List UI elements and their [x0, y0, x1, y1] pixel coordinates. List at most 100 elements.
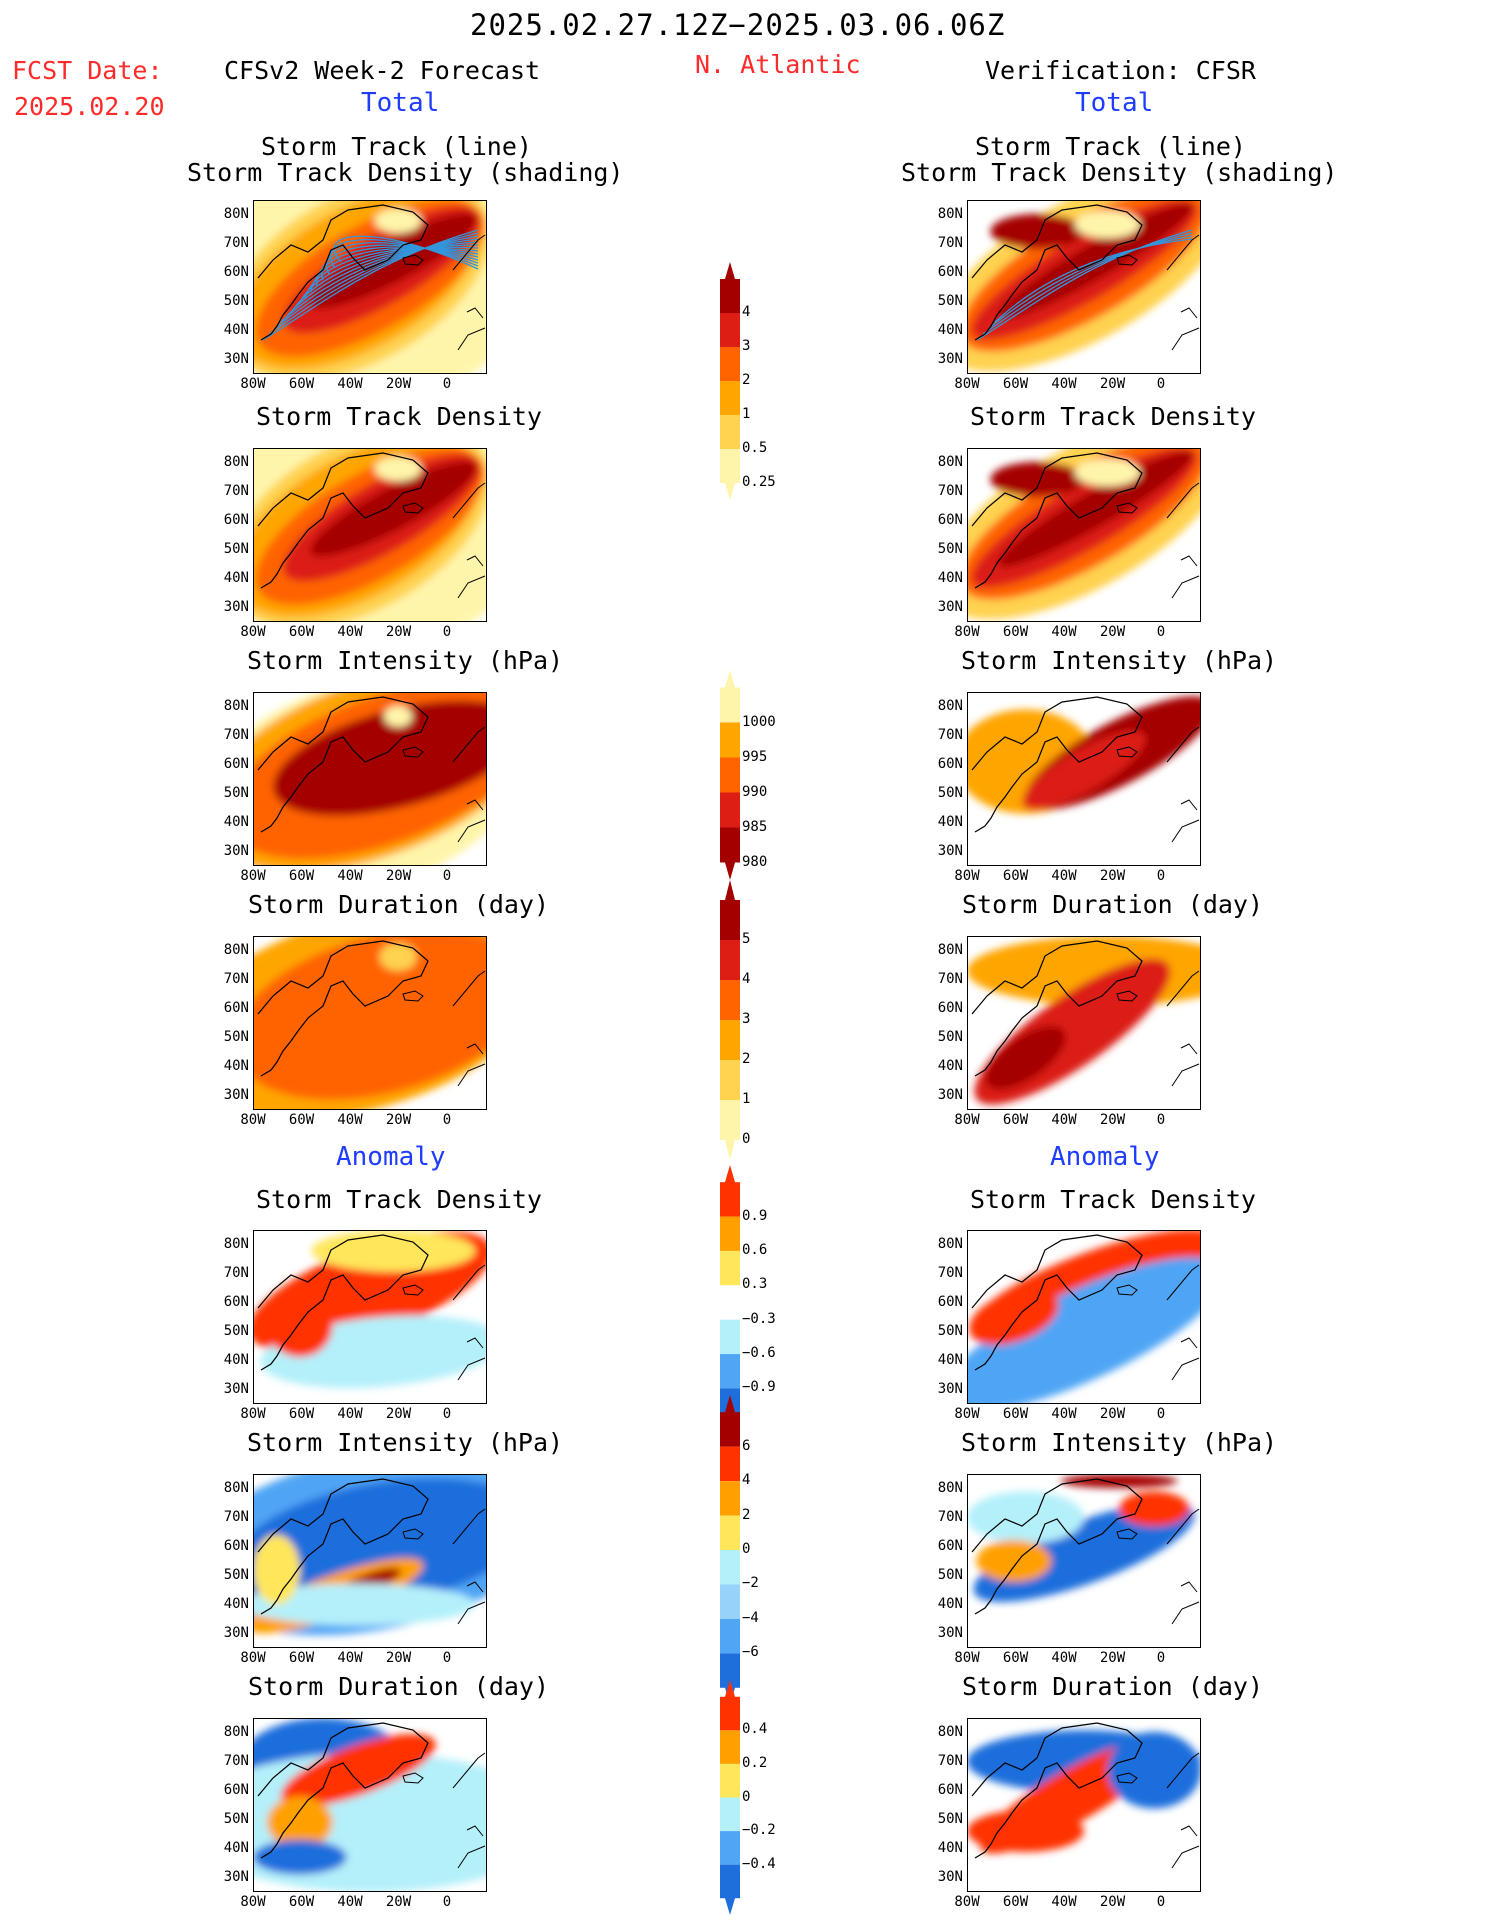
lon-tick-label: 80W: [954, 624, 980, 640]
lat-tick-label: 70N: [937, 727, 963, 743]
colorbar-tick-label: 3: [742, 1011, 751, 1027]
lon-tick-label: 20W: [385, 1406, 412, 1422]
lat-tick-label: 80N: [223, 454, 249, 470]
lat-tick-label: 60N: [937, 512, 963, 528]
lon-tick-label: 0: [442, 1406, 452, 1422]
panel-title-l3: Storm Intensity (hPa): [247, 646, 564, 675]
lat-tick-label: 70N: [223, 235, 249, 251]
map-panel: [967, 1718, 1201, 1892]
colorbar-tick-label: −2: [742, 1575, 759, 1592]
lon-tick-label: 60W: [1002, 1406, 1029, 1422]
lon-tick-label: 80W: [954, 1112, 980, 1128]
anomaly-label-right: Anomaly: [1050, 1142, 1160, 1172]
lon-tick-label: 80W: [954, 1894, 980, 1910]
lat-tick-label: 60N: [937, 1000, 963, 1016]
lon-tick-label: 60W: [1002, 624, 1029, 640]
lon-tick-label: 0: [442, 376, 452, 392]
colorbar-tick-label: 0.9: [742, 1207, 768, 1224]
colorbar-tick-label: 0.4: [742, 1721, 768, 1738]
lon-tick-label: 40W: [1051, 624, 1077, 640]
colorbar-tick-label: −0.4: [742, 1855, 776, 1872]
lat-tick-label: 60N: [937, 1538, 963, 1554]
lat-tick-label: 50N: [223, 293, 249, 309]
colorbar-tick-label: 1000: [742, 713, 776, 730]
lat-tick-label: 80N: [937, 1480, 963, 1496]
map-panel: [253, 1230, 487, 1404]
verification-title: Verification: CFSR: [985, 56, 1256, 85]
colorbar-tick-label: 2: [742, 1506, 751, 1523]
lat-tick-label: 80N: [937, 1236, 963, 1252]
lon-tick-label: 40W: [1051, 1650, 1077, 1666]
lon-tick-label: 40W: [337, 1650, 363, 1666]
lat-tick-label: 60N: [937, 756, 963, 772]
colorbar-tick-label: 0: [742, 1788, 751, 1805]
colorbar-tick-label: 980: [742, 853, 768, 870]
lat-tick-label: 80N: [223, 1236, 249, 1252]
lon-tick-label: 80W: [240, 1112, 266, 1128]
lat-tick-label: 50N: [937, 1323, 963, 1339]
colorbar-tick-label: 6: [742, 1437, 751, 1454]
lon-tick-label: 80W: [240, 1406, 266, 1422]
lon-tick-label: 80W: [954, 868, 980, 884]
lon-tick-label: 60W: [1002, 376, 1029, 392]
forecast-title: CFSv2 Week-2 Forecast: [224, 56, 541, 85]
colorbar-tick-label: 990: [742, 783, 768, 800]
lon-tick-label: 60W: [1002, 1112, 1029, 1128]
lat-tick-label: 60N: [223, 1782, 249, 1798]
lat-tick-label: 80N: [223, 1724, 249, 1740]
lat-tick-label: 40N: [223, 1352, 249, 1368]
lon-tick-label: 0: [1156, 1406, 1166, 1422]
lat-tick-label: 40N: [937, 1352, 963, 1368]
fcst-date-label: FCST Date:: [12, 56, 163, 85]
lat-tick-label: 50N: [223, 1323, 249, 1339]
lat-tick-label: 80N: [937, 454, 963, 470]
lon-tick-label: 80W: [240, 1650, 266, 1666]
map-panel: [967, 1474, 1201, 1648]
lat-tick-label: 60N: [223, 1000, 249, 1016]
colorbar-tick-label: −0.2: [742, 1822, 776, 1839]
colorbar-tick-label: 2: [742, 1051, 751, 1067]
panel-title-l1: Storm Track (line): [261, 132, 532, 161]
colorbar-tick-label: 4: [742, 971, 751, 987]
lat-tick-label: 30N: [937, 351, 963, 367]
lon-tick-label: 0: [1156, 1112, 1166, 1128]
colorbar-tick-label: 5: [742, 931, 751, 947]
lat-tick-label: 40N: [223, 322, 249, 338]
lat-tick-label: 40N: [223, 814, 249, 830]
lon-tick-label: 60W: [1002, 1650, 1029, 1666]
colorbar-tick-label: 2: [742, 372, 751, 388]
lon-tick-label: 0: [1156, 1894, 1166, 1910]
lon-tick-label: 0: [442, 1650, 452, 1666]
lon-tick-label: 20W: [1099, 624, 1126, 640]
fcst-date-value: 2025.02.20: [14, 92, 165, 121]
panel-title-l5: Storm Track Density: [256, 1185, 542, 1214]
lon-tick-label: 20W: [1099, 376, 1126, 392]
region-title: N. Atlantic: [695, 50, 861, 79]
lon-tick-label: 20W: [1099, 1406, 1126, 1422]
lat-tick-label: 30N: [937, 1625, 963, 1641]
lon-tick-label: 20W: [385, 624, 412, 640]
lat-tick-label: 30N: [223, 843, 249, 859]
colorbar-tick-label: 1: [742, 1091, 751, 1107]
lat-tick-label: 40N: [937, 1058, 963, 1074]
map-panel: [967, 1230, 1201, 1404]
colorbar-tick-label: −6: [742, 1644, 759, 1661]
lon-tick-label: 0: [442, 1112, 452, 1128]
colorbar-tick-label: 4: [742, 1472, 751, 1489]
map-panel: [967, 448, 1201, 622]
lon-tick-label: 0: [442, 624, 452, 640]
lat-tick-label: 70N: [223, 1265, 249, 1281]
lat-tick-label: 60N: [937, 264, 963, 280]
lat-tick-label: 30N: [223, 1087, 249, 1103]
colorbar-tick-label: 1: [742, 406, 751, 422]
lon-tick-label: 40W: [337, 868, 363, 884]
lon-tick-label: 40W: [337, 1406, 363, 1422]
lon-tick-label: 60W: [1002, 1894, 1029, 1910]
lat-tick-label: 50N: [937, 541, 963, 557]
lon-tick-label: 60W: [288, 376, 315, 392]
colorbar-tick-label: −0.6: [742, 1345, 776, 1362]
lat-tick-label: 50N: [937, 1567, 963, 1583]
panel-title-r5: Storm Track Density: [970, 1185, 1256, 1214]
panel-title-l4: Storm Duration (day): [248, 890, 550, 919]
colorbar-tick-label: 0: [742, 1541, 751, 1557]
